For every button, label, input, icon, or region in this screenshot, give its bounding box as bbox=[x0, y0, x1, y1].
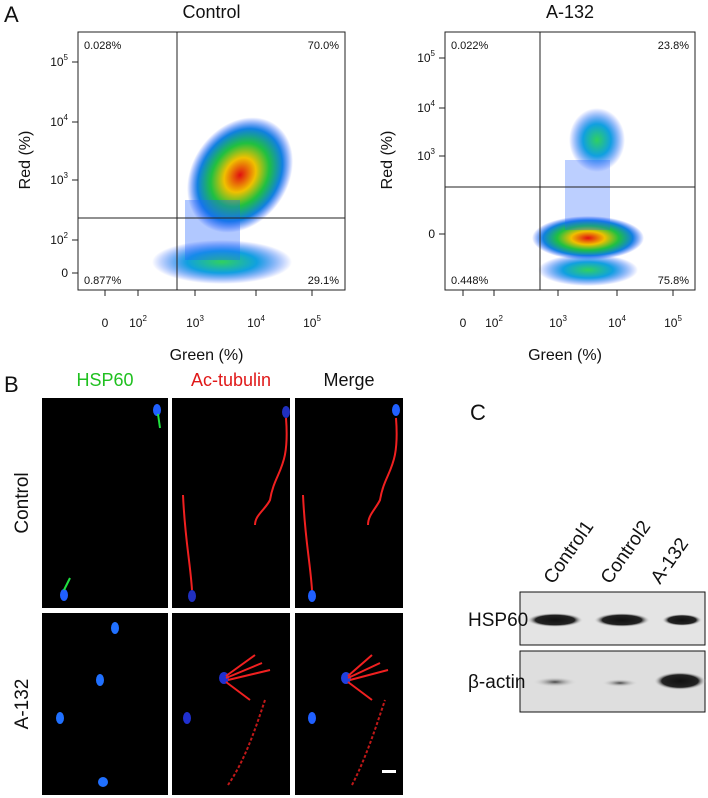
tick-label: 0 bbox=[428, 227, 435, 241]
tick-base: 10 bbox=[50, 173, 64, 187]
tick-label: 105 bbox=[664, 314, 682, 330]
tick-exponent: 4 bbox=[621, 314, 626, 323]
tick-base: 10 bbox=[549, 316, 563, 330]
tick-label: 105 bbox=[303, 314, 321, 330]
tick-label: 103 bbox=[50, 171, 68, 187]
tick-exponent: 4 bbox=[260, 314, 265, 323]
tick-label: 0 bbox=[460, 316, 467, 330]
quadrant-percent: 70.0% bbox=[308, 40, 339, 52]
quadrant-percent: 75.8% bbox=[658, 275, 689, 287]
quadrant-percent: 0.877% bbox=[84, 275, 122, 287]
tick-exponent: 5 bbox=[677, 314, 682, 323]
y-axis-label: Red (%) bbox=[17, 131, 34, 190]
tick-label: 0 bbox=[61, 266, 68, 280]
tick-base: 10 bbox=[50, 233, 64, 247]
tick-exponent: 3 bbox=[64, 171, 69, 180]
western-blot bbox=[519, 591, 706, 713]
tick-label: 103 bbox=[417, 147, 435, 163]
column-header: HSP60 bbox=[76, 370, 133, 390]
tick-base: 10 bbox=[417, 101, 431, 115]
tick-exponent: 2 bbox=[142, 314, 147, 323]
tick-label: 104 bbox=[608, 314, 626, 330]
x-axis-label: Green (%) bbox=[170, 347, 244, 364]
tick-label: 102 bbox=[485, 314, 503, 330]
tick-exponent: 5 bbox=[316, 314, 321, 323]
micrographs bbox=[42, 398, 403, 795]
tick-base: 10 bbox=[485, 316, 499, 330]
tick-exponent: 2 bbox=[64, 231, 69, 240]
lane-label: A-132 bbox=[647, 534, 693, 588]
tick-exponent: 5 bbox=[64, 53, 69, 62]
lane-label: Control1 bbox=[540, 517, 598, 588]
quadrant-percent: 23.8% bbox=[658, 40, 689, 52]
tick-base: 10 bbox=[417, 149, 431, 163]
quadrant-percent: 0.448% bbox=[451, 275, 489, 287]
tick-base: 10 bbox=[664, 316, 678, 330]
tick-label: 103 bbox=[549, 314, 567, 330]
blot-label: β-actin bbox=[468, 672, 525, 693]
tick-exponent: 3 bbox=[199, 314, 204, 323]
tick-label: 104 bbox=[417, 99, 435, 115]
density-plot bbox=[152, 108, 644, 286]
plot-title: A-132 bbox=[546, 2, 594, 22]
tick-base: 10 bbox=[608, 316, 622, 330]
tick-base: 10 bbox=[50, 115, 64, 129]
tick-exponent: 3 bbox=[431, 147, 436, 156]
row-label: A-132 bbox=[12, 679, 33, 730]
tick-label: 105 bbox=[417, 49, 435, 65]
tick-label: 105 bbox=[50, 53, 68, 69]
tick-base: 10 bbox=[247, 316, 261, 330]
quadrant-percent: 0.028% bbox=[84, 40, 122, 52]
tick-base: 10 bbox=[186, 316, 200, 330]
panel-label: C bbox=[470, 400, 486, 425]
plot-title: Control bbox=[182, 2, 240, 22]
column-header: Ac-tubulin bbox=[191, 370, 271, 390]
tick-label: 103 bbox=[186, 314, 204, 330]
tick-exponent: 4 bbox=[64, 113, 69, 122]
tick-label: 104 bbox=[247, 314, 265, 330]
column-header: Merge bbox=[323, 370, 374, 390]
plot-frame bbox=[444, 31, 696, 291]
tick-base: 10 bbox=[50, 55, 64, 69]
tick-label: 102 bbox=[129, 314, 147, 330]
panel-label: B bbox=[4, 372, 19, 397]
panel-label: A bbox=[4, 2, 19, 27]
tick-base: 10 bbox=[129, 316, 143, 330]
blot-label: HSP60 bbox=[468, 610, 528, 631]
tick-base: 10 bbox=[417, 51, 431, 65]
plot-frame bbox=[77, 31, 346, 291]
tick-base: 10 bbox=[303, 316, 317, 330]
quadrant-percent: 29.1% bbox=[308, 275, 339, 287]
tick-exponent: 5 bbox=[431, 49, 436, 58]
lane-label: Control2 bbox=[597, 517, 655, 588]
x-axis-label: Green (%) bbox=[528, 347, 602, 364]
tick-label: 104 bbox=[50, 113, 68, 129]
tick-label: 0 bbox=[102, 316, 109, 330]
tick-exponent: 4 bbox=[431, 99, 436, 108]
y-axis-label: Red (%) bbox=[379, 131, 396, 190]
row-label: Control bbox=[12, 472, 33, 533]
tick-label: 102 bbox=[50, 231, 68, 247]
quadrant-percent: 0.022% bbox=[451, 40, 489, 52]
tick-exponent: 3 bbox=[562, 314, 567, 323]
tick-exponent: 2 bbox=[498, 314, 503, 323]
